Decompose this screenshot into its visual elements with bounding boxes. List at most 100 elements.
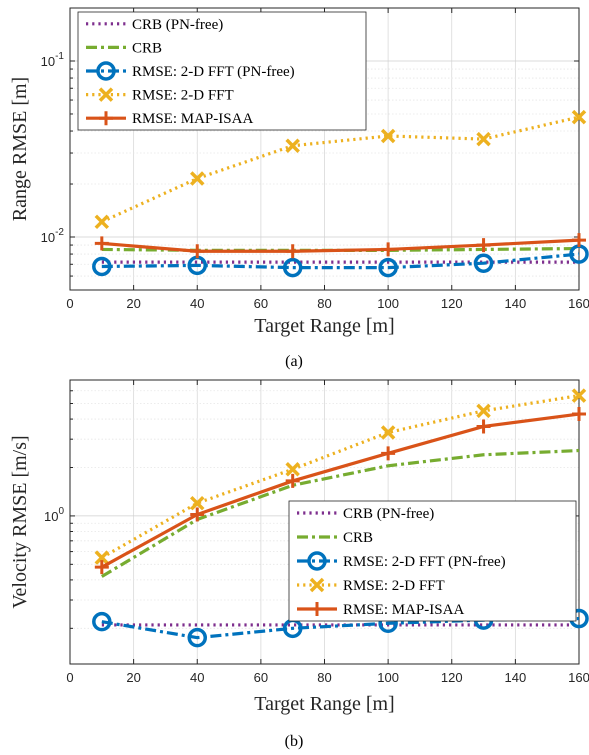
data-point: [187, 627, 207, 648]
data-point: [571, 109, 587, 125]
figure-caption: (b): [285, 733, 304, 750]
x-tick-label: 20: [126, 670, 140, 685]
x-tick-label: 20: [126, 296, 140, 311]
series-line: [101, 115, 580, 224]
data-point: [96, 61, 116, 81]
series-1: [101, 246, 580, 252]
data-point: [378, 257, 398, 278]
series-line: [101, 412, 580, 569]
data-point: [92, 256, 112, 277]
legend-label: CRB: [343, 530, 373, 546]
legend-item: RMSE: 2-D FFT: [86, 87, 234, 104]
legend-label: RMSE: 2-D FFT (PN-free): [132, 64, 295, 80]
x-tick-label: 0: [66, 670, 73, 685]
data-point: [572, 233, 586, 248]
x-tick-label: 40: [190, 670, 204, 685]
legend-item: RMSE: MAP-ISAA: [297, 602, 464, 618]
legend-item: CRB (PN-free): [297, 506, 434, 522]
data-point: [94, 236, 109, 251]
x-tick-label: 120: [441, 296, 463, 311]
data-point: [99, 111, 113, 126]
legend: CRB (PN-free) CRB RMSE: 2-D FFT (PN-free) R…: [288, 500, 577, 622]
legend-label: CRB (PN-free): [132, 17, 223, 33]
x-tick-label: 140: [505, 296, 527, 311]
data-point: [473, 253, 494, 273]
series-3: [94, 388, 587, 565]
legend-label: CRB (PN-free): [343, 506, 434, 522]
data-point: [571, 388, 587, 403]
x-tick-label: 100: [377, 296, 399, 311]
legend-label: RMSE: MAP-ISAA: [343, 602, 464, 618]
data-point: [94, 550, 110, 565]
legend-item: RMSE: 2-D FFT (PN-free): [297, 551, 506, 571]
legend-item: RMSE: 2-D FFT: [297, 577, 445, 594]
x-axis-label: Target Range [m]: [254, 315, 394, 337]
data-point: [190, 244, 205, 259]
series-line: [101, 246, 580, 252]
series-1: [100, 448, 580, 578]
legend-item: RMSE: MAP-ISAA: [86, 111, 253, 127]
data-point: [476, 419, 491, 434]
legend-item: CRB: [86, 40, 162, 56]
series-4: [94, 233, 586, 259]
y-axis-label: Velocity RMSE [m/s]: [9, 435, 31, 608]
data-point: [285, 244, 300, 259]
series-line: [100, 448, 580, 578]
legend-label: RMSE: 2-D FFT: [132, 88, 234, 104]
x-axis-label: Target Range [m]: [254, 693, 394, 715]
data-point: [309, 577, 325, 593]
data-point: [94, 214, 110, 230]
x-tick-label: 60: [254, 296, 268, 311]
legend-item: CRB (PN-free): [86, 17, 223, 33]
x-tick-label: 80: [317, 670, 331, 685]
legend-label: CRB: [132, 40, 162, 56]
data-point: [285, 473, 300, 488]
x-tick-label: 60: [254, 670, 268, 685]
data-point: [190, 171, 205, 186]
series-line: [101, 252, 580, 270]
y-tick-label: 100: [44, 506, 64, 524]
y-tick-label: 10-2: [41, 227, 65, 245]
x-tick-label: 80: [317, 296, 331, 311]
data-point: [381, 242, 396, 257]
series-3: [94, 109, 587, 230]
x-tick-label: 160: [568, 296, 589, 311]
legend-label: RMSE: 2-D FFT: [343, 578, 445, 594]
y-axis-label: Range RMSE [m]: [9, 77, 31, 221]
figure-caption: (a): [285, 353, 303, 370]
data-point: [380, 425, 396, 440]
series-4: [94, 407, 586, 575]
x-tick-label: 140: [505, 670, 527, 685]
x-tick-label: 120: [441, 670, 463, 685]
x-tick-label: 160: [568, 670, 589, 685]
legend: CRB (PN-free) CRB RMSE: 2-D FFT (PN-free) R…: [77, 11, 367, 131]
data-point: [190, 495, 205, 511]
data-point: [98, 87, 114, 102]
data-point: [190, 507, 205, 522]
data-point: [94, 560, 109, 575]
series-line: [101, 238, 580, 253]
data-point: [476, 403, 491, 419]
data-point: [476, 131, 491, 147]
data-point: [285, 138, 300, 153]
legend-label: RMSE: MAP-ISAA: [132, 111, 253, 127]
x-tick-label: 0: [66, 296, 73, 311]
data-point: [282, 257, 303, 278]
x-tick-label: 100: [377, 670, 399, 685]
data-point: [476, 238, 491, 253]
series-line: [101, 394, 580, 560]
chart-velocity-rmse: 0 20 40 60 80 100 120 140 160 100 Target Range [m]…: [9, 379, 589, 750]
x-tick-label: 40: [190, 296, 204, 311]
data-point: [307, 551, 327, 571]
data-point: [572, 407, 586, 422]
data-point: [380, 128, 396, 144]
y-tick-label: 10-1: [41, 51, 65, 69]
data-point: [92, 611, 112, 632]
data-point: [310, 602, 324, 616]
legend-item: CRB: [297, 530, 373, 546]
legend-item: RMSE: 2-D FFT (PN-free): [86, 61, 295, 81]
data-point: [381, 446, 396, 461]
legend-label: RMSE: 2-D FFT (PN-free): [343, 554, 506, 570]
chart-range-rmse: 0 20 40 60 80 100 120 140 160 10-2 10-1 Target Rang…: [9, 7, 589, 370]
